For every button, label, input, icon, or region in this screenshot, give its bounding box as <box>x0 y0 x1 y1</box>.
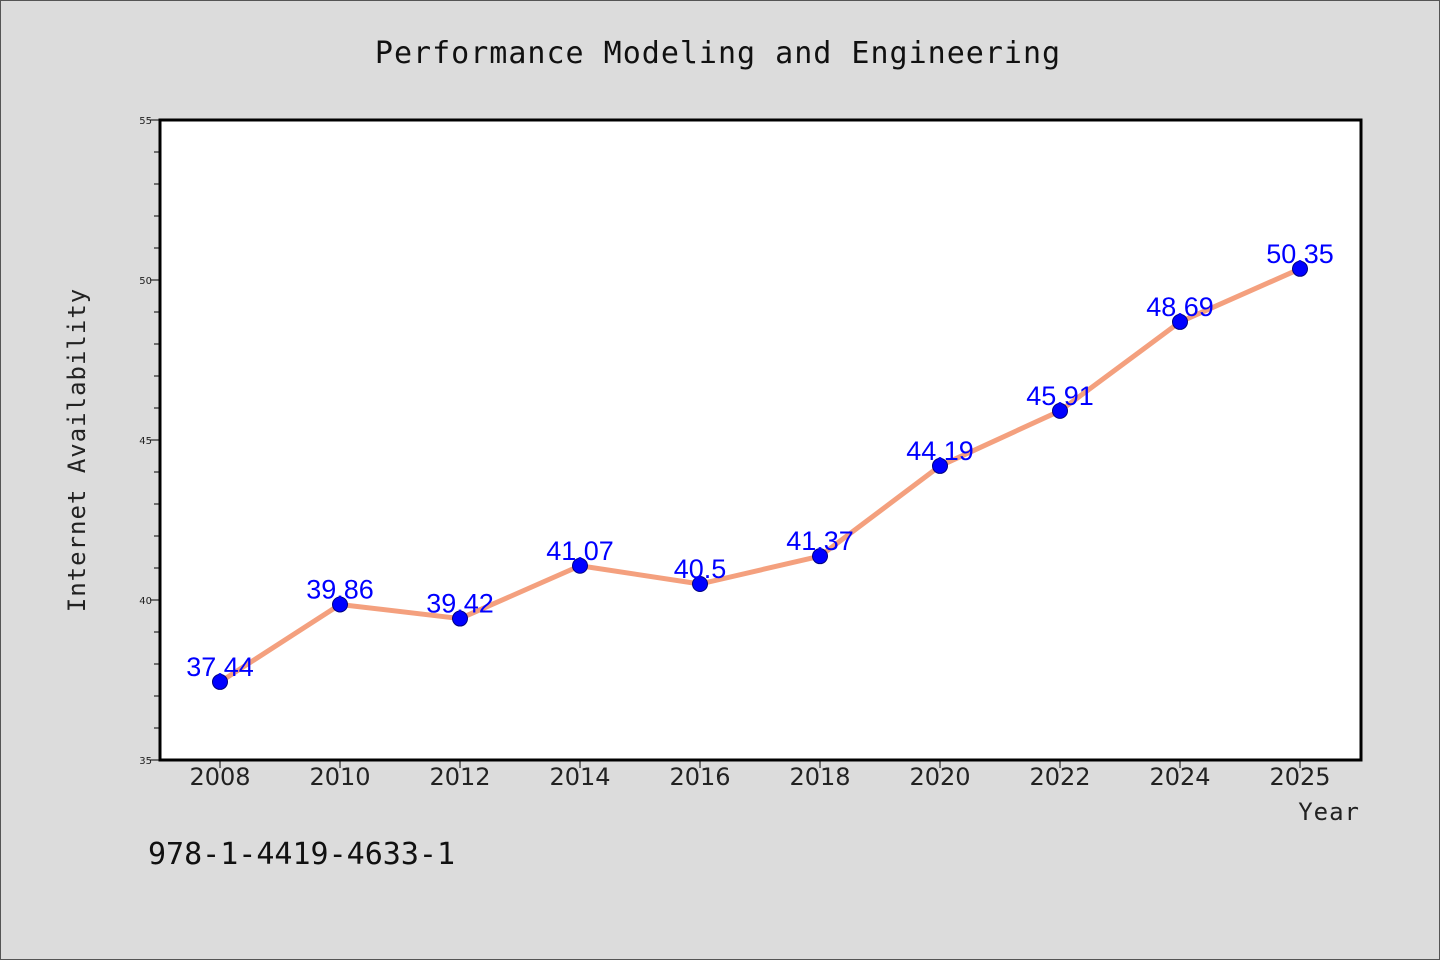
x-tick-label: 2020 <box>909 763 970 791</box>
data-point-label: 37.44 <box>186 652 254 682</box>
chart-title: Performance Modeling and Engineering <box>375 36 1061 71</box>
y-tick-label: 50 <box>139 276 152 287</box>
x-tick-label: 2012 <box>429 763 490 791</box>
series-layer: 37.44 39.86 39.42 41.07 40.5 41.37 44.19 45.91 4… <box>186 239 1334 690</box>
data-point-label: 41.37 <box>786 526 854 556</box>
plot-area <box>158 118 1363 762</box>
x-axis-title: Year <box>1298 798 1360 826</box>
x-tick-label: 2016 <box>669 763 730 791</box>
y-tick-label: 55 <box>139 116 152 127</box>
data-point-label: 39.86 <box>306 574 374 604</box>
data-point-label: 48.69 <box>1146 292 1214 322</box>
x-axis: 2008 2010 2012 2014 2016 2018 2020 2022 2024 2025 <box>189 760 1331 791</box>
data-point-marker <box>572 557 588 574</box>
data-point-label: 41.07 <box>546 536 614 566</box>
data-point-label: 40.5 <box>674 554 727 584</box>
y-tick-label: 40 <box>139 596 152 607</box>
data-point-label: 50.35 <box>1266 239 1334 269</box>
x-tick-label: 2018 <box>789 763 850 791</box>
data-point-marker <box>812 548 828 565</box>
data-point-marker <box>932 457 948 474</box>
data-point-marker <box>332 596 348 613</box>
data-point-marker <box>1292 260 1308 277</box>
x-tick-label: 2008 <box>189 763 250 791</box>
x-tick-label: 2014 <box>549 763 610 791</box>
x-tick-label: 2024 <box>1149 763 1210 791</box>
isbn-footer: 978-1-4419-4633-1 <box>148 837 455 872</box>
data-point-marker <box>1052 402 1068 419</box>
y-axis-title: Internet Availability <box>63 288 91 612</box>
y-axis: 35 40 45 50 55 <box>139 116 160 767</box>
data-point-marker <box>1172 313 1188 330</box>
x-tick-label: 2022 <box>1029 763 1090 791</box>
data-point-marker <box>212 673 228 690</box>
x-tick-label: 2010 <box>309 763 370 791</box>
x-tick-label: 2025 <box>1269 763 1330 791</box>
series-line <box>217 266 1303 685</box>
data-point-label: 39.42 <box>426 589 494 619</box>
data-point-label: 45.91 <box>1026 381 1094 411</box>
data-point-marker <box>692 576 708 592</box>
y-tick-label: 45 <box>139 436 152 447</box>
data-point-label: 44.19 <box>906 436 974 466</box>
y-tick-label: 35 <box>139 756 152 767</box>
data-point-marker <box>452 610 468 627</box>
